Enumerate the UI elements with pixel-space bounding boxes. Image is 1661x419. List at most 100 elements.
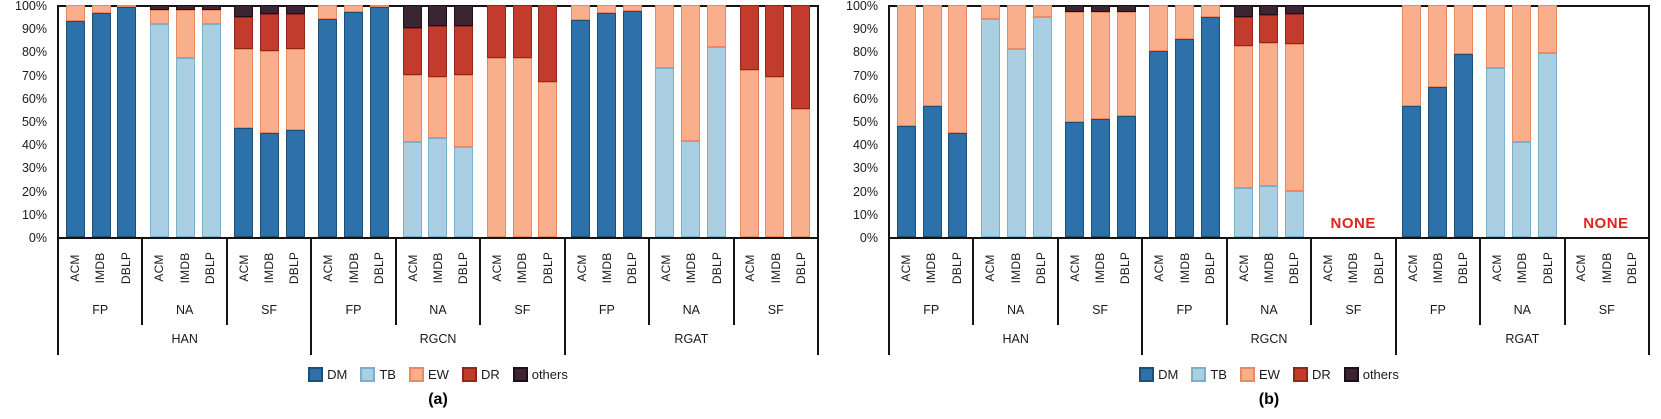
dataset-label: IMDB [1599, 252, 1614, 284]
segment-EW [1065, 11, 1085, 123]
plot-area [57, 5, 819, 239]
model-band-HAN: ACM IMDB DBLP FP ACM IMDB DBLP NA ACM IMDB DBLP SF H… [890, 239, 1141, 355]
y-tick-label: 30% [852, 161, 878, 176]
segment-EW [765, 76, 785, 237]
bar-group-RGCN-SF [480, 5, 564, 237]
segment-EW [1537, 5, 1557, 53]
plot-cells [59, 5, 817, 237]
model-label: RGAT [1505, 332, 1540, 346]
segment-others [175, 5, 195, 10]
segment-TB [681, 140, 701, 237]
dataset-label-cell: IMDB [1006, 239, 1025, 297]
dataset-label: ACM [1067, 254, 1082, 282]
legend-label: TB [1210, 367, 1227, 382]
dataset-label: ACM [743, 254, 758, 282]
segment-TB [1512, 141, 1532, 237]
dataset-label: ACM [898, 254, 913, 282]
group-row: ACM IMDB DBLP FP ACM IMDB DBLP NA ACM IMDB DBLP SF [1397, 239, 1648, 325]
segment-DR [739, 5, 759, 70]
dataset-label: ACM [1405, 254, 1420, 282]
dataset-label: IMDB [924, 252, 939, 284]
segment-EW [948, 5, 968, 133]
dataset-label-row: ACM IMDB DBLP [1059, 239, 1141, 297]
segment-DM [91, 13, 111, 237]
dataset-label-cell: DBLP [454, 239, 473, 297]
model-label: RGAT [674, 332, 709, 346]
segment-DM [1149, 51, 1169, 237]
dataset-label-cell: IMDB [1091, 239, 1110, 297]
segment-DR [1259, 15, 1279, 44]
segment-others [454, 5, 474, 26]
bar-group-RGAT-NA [1480, 5, 1564, 237]
y-axis: 100% 90% 80% 70% 60% 50% 40% 30% 20% 10% 0% [0, 0, 52, 250]
dataset-label-row: ACM IMDB DBLP [974, 239, 1056, 297]
dataset-label-row: ACM IMDB DBLP [1312, 239, 1394, 297]
legend-item-DM: DM [1139, 367, 1178, 382]
segment-EW [454, 74, 474, 147]
dataset-label: IMDB [177, 252, 192, 284]
segment-DR [512, 5, 532, 59]
bar-RGCN-NA-ACM [402, 5, 422, 237]
group-band-FP: ACM IMDB DBLP FP [59, 239, 141, 325]
dataset-label-row: ACM IMDB DBLP [1566, 239, 1648, 297]
dataset-label: ACM [321, 254, 336, 282]
y-tick-label: 100% [846, 0, 878, 13]
dataset-label: ACM [1574, 254, 1589, 282]
segment-EW [1453, 5, 1473, 54]
segment-EW [1402, 5, 1422, 106]
dataset-label: ACM [1152, 254, 1167, 282]
segment-EW [512, 58, 532, 237]
segment-DM [622, 10, 642, 237]
y-tick-label: 0% [859, 231, 878, 245]
dataset-label-row: ACM IMDB DBLP [312, 239, 394, 297]
dataset-label-cell: DBLP [1116, 239, 1135, 297]
dataset-label-row: ACM IMDB DBLP [890, 239, 972, 297]
dataset-label-cell: IMDB [597, 239, 616, 297]
dataset-label-cell: IMDB [1259, 239, 1278, 297]
dataset-label-cell: DBLP [1538, 239, 1557, 297]
segment-EW [622, 5, 642, 11]
segment-DM [1427, 87, 1447, 237]
dataset-label-row: ACM IMDB DBLP [735, 239, 817, 297]
segment-TB [1285, 190, 1305, 237]
legend-swatch [1139, 367, 1155, 382]
legend-item-DR: DR [1292, 367, 1331, 382]
y-tick-label: 80% [21, 45, 47, 60]
dataset-label-cell: ACM [234, 239, 253, 297]
model-band-RGAT: ACM IMDB DBLP FP ACM IMDB DBLP NA ACM IMDB DBLP SF R… [1394, 239, 1648, 355]
segment-EW [1116, 11, 1136, 117]
segment-TB [201, 23, 221, 237]
segment-TB [1006, 49, 1026, 237]
segment-TB [150, 23, 170, 237]
segment-EW [428, 76, 448, 139]
x-axis-category-bands: ACM IMDB DBLP FP ACM IMDB DBLP NA ACM IMDB DBLP SF H… [888, 239, 1650, 355]
bar-group-RGAT-SF: NONE [1564, 5, 1648, 237]
dataset-label-cell: ACM [741, 239, 760, 297]
dataset-label-cell: DBLP [1623, 239, 1642, 297]
segment-EW [285, 49, 305, 131]
segment-EW [91, 5, 111, 14]
dataset-label-row: ACM IMDB DBLP [1228, 239, 1310, 297]
group-band-NA: ACM IMDB DBLP NA [394, 239, 479, 325]
dataset-label-row: ACM IMDB DBLP [59, 239, 141, 297]
dataset-label-cell: IMDB [513, 239, 532, 297]
bar-RGAT-FP-DBLP [622, 5, 642, 237]
x-axis-category-bands: ACM IMDB DBLP FP ACM IMDB DBLP NA ACM IMDB DBLP SF H… [57, 239, 819, 355]
y-tick-label: 20% [852, 184, 878, 199]
segment-others [1233, 5, 1253, 17]
dataset-label-cell: ACM [896, 239, 915, 297]
group-label: FP [345, 303, 362, 317]
segment-EW [370, 5, 390, 8]
bar-RGCN-FP-ACM [1149, 5, 1169, 237]
segment-TB [1537, 52, 1557, 237]
legend: DM TB EW DR others [888, 367, 1650, 382]
dataset-label-cell: ACM [572, 239, 591, 297]
bar-group-HAN-FP [890, 5, 974, 237]
bar-group-RGCN-FP [1143, 5, 1227, 237]
dataset-label: DBLP [625, 251, 640, 285]
segment-EW [260, 51, 280, 133]
dataset-label-cell: DBLP [707, 239, 726, 297]
y-tick-label: 60% [852, 91, 878, 106]
segment-EW [596, 5, 616, 14]
dataset-label: ACM [1321, 254, 1336, 282]
